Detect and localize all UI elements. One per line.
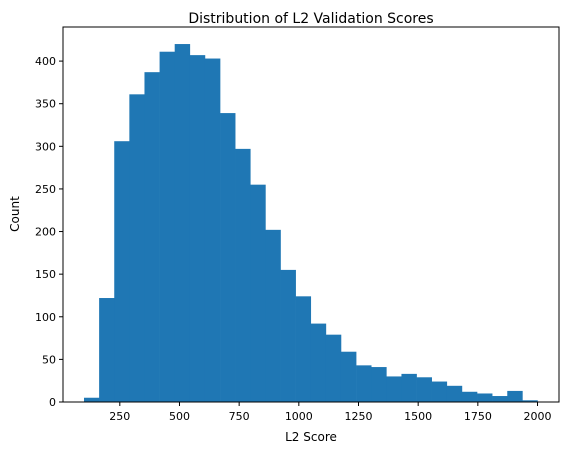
- x-tick-label: 1750: [464, 410, 492, 423]
- x-ticks: 250 500 750 1000 1250 1500 1750 2000: [109, 402, 552, 423]
- x-tick-label: 500: [169, 410, 190, 423]
- x-tick-label: 1250: [344, 410, 372, 423]
- x-tick-label: 1000: [285, 410, 313, 423]
- y-tick-label: 150: [35, 268, 56, 281]
- histogram-bar: [114, 141, 130, 403]
- histogram-bar: [356, 365, 372, 402]
- histogram-bar: [144, 72, 160, 402]
- histogram-bar: [446, 385, 463, 402]
- y-tick-label: 400: [35, 55, 56, 68]
- histogram-bar: [507, 390, 523, 402]
- histogram-bar: [84, 397, 100, 402]
- y-tick-label: 250: [35, 183, 56, 196]
- x-tick-label: 2000: [524, 410, 552, 423]
- histogram-bar: [340, 351, 357, 402]
- y-tick-label: 100: [35, 311, 56, 324]
- histogram-bar: [386, 376, 402, 402]
- y-tick-label: 50: [42, 353, 56, 366]
- y-tick-label: 200: [35, 226, 56, 239]
- x-tick-label: 1500: [404, 410, 432, 423]
- histogram-bar: [371, 367, 387, 402]
- histogram-bar: [250, 184, 266, 402]
- histogram-bar: [189, 55, 206, 402]
- y-ticks: 0 50 100 150 200 250 300 350 400: [35, 55, 63, 409]
- histogram-bar: [431, 381, 448, 402]
- histogram-bar: [461, 391, 478, 402]
- histogram-bar: [280, 269, 296, 402]
- x-tick-label: 250: [109, 410, 130, 423]
- bars-group: [84, 44, 538, 403]
- chart-title: Distribution of L2 Validation Scores: [188, 11, 433, 27]
- histogram-bar: [220, 113, 236, 403]
- y-tick-label: 300: [35, 140, 56, 153]
- histogram-bar: [265, 229, 281, 402]
- histogram-bar: [401, 373, 417, 402]
- histogram-bar: [325, 334, 342, 402]
- histogram-bar: [174, 44, 191, 402]
- y-tick-label: 350: [35, 98, 56, 111]
- histogram-bar: [235, 148, 251, 402]
- plot-frame: [62, 26, 560, 403]
- histogram-bar: [204, 58, 221, 403]
- histogram-bar: [522, 400, 538, 402]
- x-tick-label: 750: [229, 410, 250, 423]
- histogram-bar: [129, 94, 145, 403]
- histogram-bar: [310, 323, 327, 402]
- y-tick-label: 0: [49, 396, 56, 409]
- histogram-bar: [295, 296, 312, 402]
- histogram-bar: [492, 396, 508, 402]
- x-axis-label: L2 Score: [285, 430, 337, 444]
- y-axis-label: Count: [8, 196, 22, 232]
- histogram-bar: [99, 298, 115, 402]
- histogram-bar: [477, 393, 493, 402]
- histogram-bar: [159, 51, 176, 402]
- histogram-bar: [416, 377, 432, 402]
